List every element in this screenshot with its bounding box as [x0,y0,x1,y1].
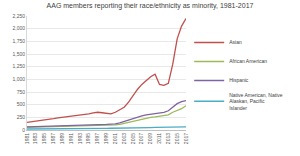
svg-text:2,000: 2,000 [12,25,25,31]
svg-text:AAG members reporting their ra: AAG members reporting their race/ethnici… [47,2,254,10]
svg-text:2001: 2001 [112,133,118,144]
svg-text:African American: African American [229,58,267,64]
svg-text:1995: 1995 [85,133,91,144]
svg-text:1991: 1991 [68,133,74,144]
svg-text:1,000: 1,000 [12,76,25,82]
svg-text:2015: 2015 [174,133,180,144]
svg-text:1993: 1993 [77,133,83,144]
svg-text:1989: 1989 [59,133,65,144]
svg-text:2007: 2007 [138,133,144,144]
svg-text:1985: 1985 [41,133,47,144]
svg-text:1997: 1997 [94,133,100,144]
svg-text:500: 500 [17,101,26,107]
svg-text:2011: 2011 [156,133,162,144]
svg-text:2013: 2013 [165,133,171,144]
svg-text:250: 250 [17,114,26,120]
svg-text:Native American, NativeAlaskan: Native American, NativeAlaskan, PacificI… [229,92,283,111]
svg-text:1981: 1981 [24,133,30,144]
svg-text:1983: 1983 [32,133,38,144]
svg-text:1,250: 1,250 [12,63,25,69]
svg-text:2017: 2017 [183,133,189,144]
svg-text:2003: 2003 [121,133,127,144]
svg-text:0: 0 [22,127,25,133]
svg-text:1,750: 1,750 [12,38,25,44]
svg-text:750: 750 [17,89,26,95]
svg-text:Hispanic: Hispanic [229,77,249,83]
svg-text:Asian: Asian [229,39,242,45]
svg-text:1999: 1999 [103,133,109,144]
svg-text:2,250: 2,250 [12,13,25,19]
svg-text:1,500: 1,500 [12,51,25,57]
svg-text:1987: 1987 [50,133,56,144]
svg-text:2005: 2005 [130,133,136,144]
svg-text:2009: 2009 [147,133,153,144]
